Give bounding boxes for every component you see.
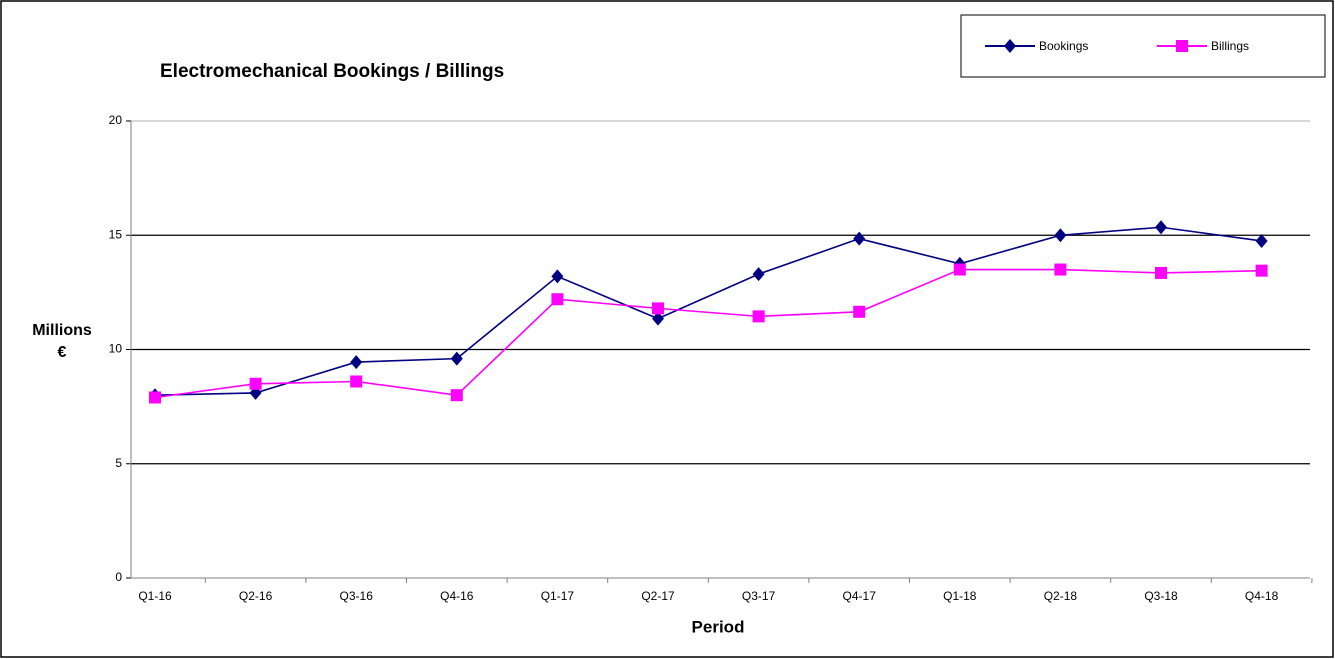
data-point — [652, 311, 664, 326]
chart-title: Electromechanical Bookings / Billings — [160, 61, 504, 82]
data-point — [1054, 263, 1067, 276]
data-point — [551, 269, 564, 284]
y-tick-label: 15 — [109, 227, 123, 241]
data-point — [953, 263, 966, 276]
data-point — [1155, 266, 1167, 279]
x-tick-label: Q4-16 — [440, 589, 474, 603]
x-tick-label: Q2-17 — [641, 589, 675, 603]
data-point — [350, 375, 363, 388]
y-tick-label: 20 — [109, 113, 123, 127]
x-tick-label: Q4-17 — [843, 589, 877, 603]
y-tick-label: 5 — [115, 456, 122, 470]
series-line — [154, 268, 1262, 399]
legend-label: Bookings — [1039, 39, 1088, 53]
legend-marker — [1004, 39, 1016, 53]
data-point — [652, 302, 664, 315]
x-tick-label: Q1-17 — [541, 589, 575, 603]
data-point — [249, 377, 262, 390]
x-tick-label: Q3-16 — [340, 589, 374, 603]
y-tick-label: 0 — [115, 570, 122, 584]
data-point — [450, 389, 463, 402]
data-point — [1255, 264, 1268, 277]
x-tick-label: Q1-18 — [943, 589, 977, 603]
data-point — [1054, 228, 1067, 243]
x-tick-label: Q2-16 — [239, 589, 273, 603]
y-axis-label: Millions — [32, 322, 92, 339]
legend-label: Billings — [1211, 39, 1249, 53]
x-tick-label: Q4-18 — [1245, 589, 1279, 603]
y-tick-label: 10 — [109, 342, 123, 356]
data-point — [853, 305, 866, 318]
data-point — [752, 267, 765, 282]
data-point — [551, 293, 564, 306]
x-tick-label: Q3-18 — [1144, 589, 1178, 603]
x-axis-label: Period — [692, 617, 745, 636]
data-point — [149, 391, 161, 404]
x-tick-label: Q2-18 — [1044, 589, 1078, 603]
legend-marker — [1176, 40, 1188, 52]
x-tick-label: Q3-17 — [742, 589, 776, 603]
data-point — [450, 351, 463, 366]
data-point — [1255, 233, 1268, 248]
data-point — [350, 355, 363, 370]
y-axis-label: € — [58, 344, 67, 361]
data-point — [1155, 220, 1167, 235]
x-tick-label: Q1-16 — [138, 589, 172, 603]
data-point — [853, 231, 866, 246]
data-point — [752, 310, 765, 323]
series-line — [154, 226, 1262, 396]
